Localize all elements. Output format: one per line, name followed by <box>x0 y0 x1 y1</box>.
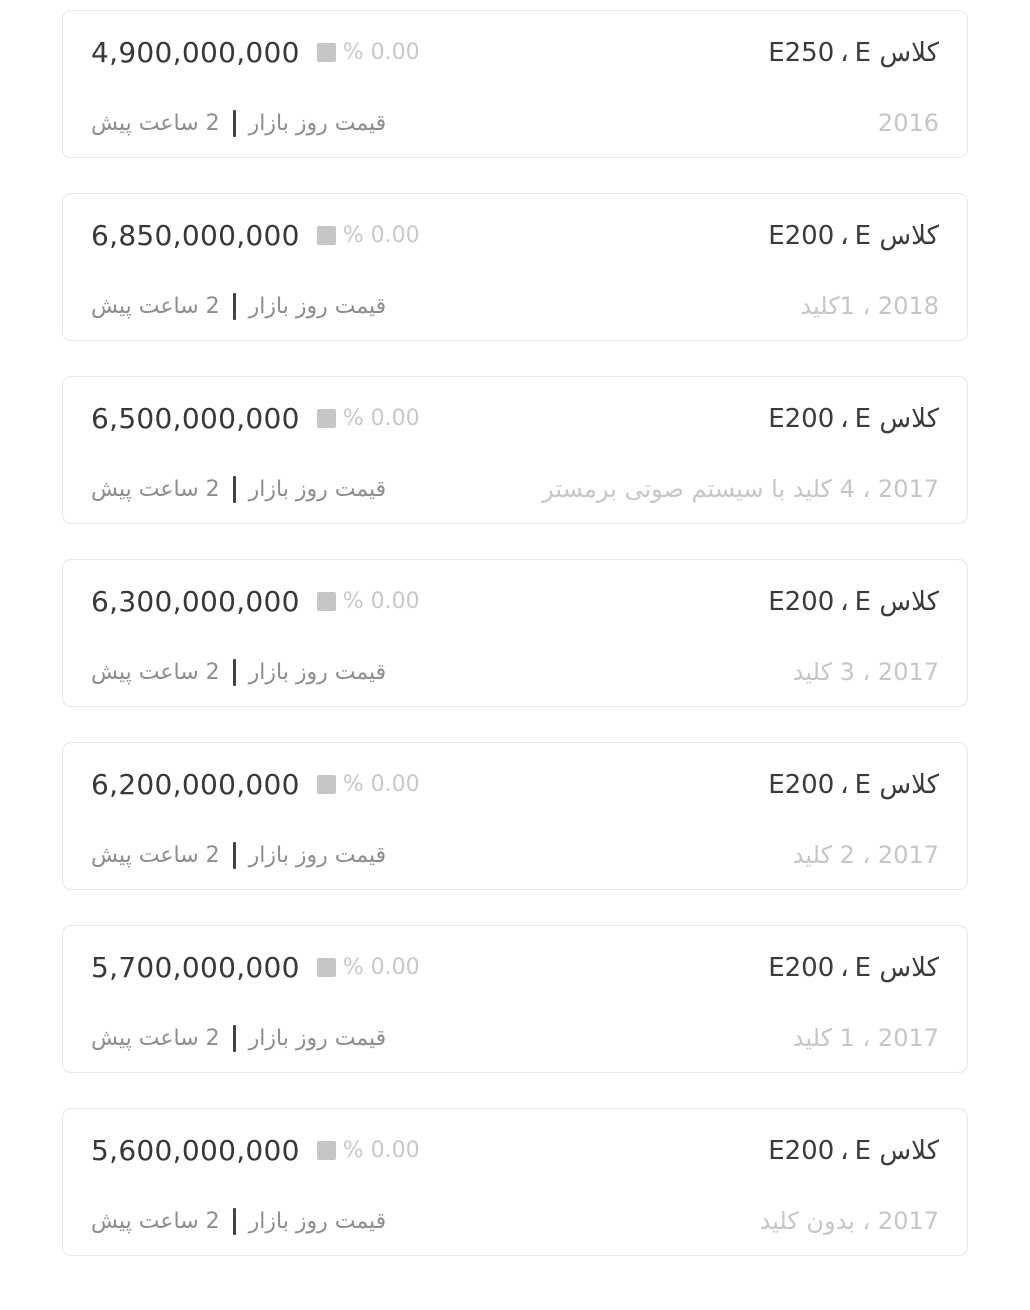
change-badge: % 0.00 <box>316 223 420 248</box>
model-name: کلاس E <box>854 37 939 68</box>
model-name: کلاس E <box>854 220 939 251</box>
time-ago-label: 2 ساعت پیش <box>91 293 220 319</box>
change-badge: % 0.00 <box>316 589 420 614</box>
change-indicator-icon <box>316 775 336 794</box>
change-badge: % 0.00 <box>316 955 420 980</box>
trim-name: E250 <box>768 37 835 68</box>
card-footer: قیمت روز بازار 2 ساعت پیش <box>91 475 387 503</box>
price-type-label: قیمت روز بازار <box>248 293 387 319</box>
model-details: 2017 ، بدون کلید <box>759 1207 939 1235</box>
footer-divider <box>232 292 236 320</box>
footer-divider <box>232 475 236 503</box>
car-model-title: کلاس E،E200 <box>768 953 939 983</box>
model-name: کلاس E <box>854 1135 939 1166</box>
model-details: 2017 ، 2 کلید <box>792 841 939 869</box>
price-card[interactable]: کلاس E،E200 5,700,000,000 % 0.00 2017 ، … <box>62 925 968 1073</box>
title-separator: ، <box>840 769 849 800</box>
trim-name: E200 <box>768 586 835 617</box>
model-details: 2017 ، 4 کلید با سیستم صوتی برمستر <box>542 475 939 503</box>
price-value: 5,600,000,000 <box>91 1134 300 1167</box>
percent-change: % 0.00 <box>342 406 420 431</box>
change-badge: % 0.00 <box>316 406 420 431</box>
card-footer: قیمت روز بازار 2 ساعت پیش <box>91 1207 387 1235</box>
time-ago-label: 2 ساعت پیش <box>91 1025 220 1051</box>
percent-change: % 0.00 <box>342 589 420 614</box>
percent-change: % 0.00 <box>342 40 420 65</box>
price-type-label: قیمت روز بازار <box>248 842 387 868</box>
price-value: 6,850,000,000 <box>91 219 300 252</box>
model-details: 2016 <box>877 109 939 137</box>
title-separator: ، <box>840 220 849 251</box>
model-name: کلاس E <box>854 769 939 800</box>
car-model-title: کلاس E،E200 <box>768 1136 939 1166</box>
price-value: 6,300,000,000 <box>91 585 300 618</box>
trim-name: E200 <box>768 1135 835 1166</box>
model-name: کلاس E <box>854 403 939 434</box>
model-details: 2017 ، 1 کلید <box>792 1024 939 1052</box>
change-indicator-icon <box>316 1141 336 1160</box>
car-model-title: کلاس E،E200 <box>768 770 939 800</box>
model-details: 2018 ، 1کلید <box>800 292 939 320</box>
footer-divider <box>232 658 236 686</box>
change-indicator-icon <box>316 43 336 62</box>
car-model-title: کلاس E،E250 <box>768 38 939 68</box>
footer-divider <box>232 109 236 137</box>
footer-divider <box>232 841 236 869</box>
footer-divider <box>232 1024 236 1052</box>
change-indicator-icon <box>316 958 336 977</box>
time-ago-label: 2 ساعت پیش <box>91 110 220 136</box>
title-separator: ، <box>840 952 849 983</box>
change-badge: % 0.00 <box>316 40 420 65</box>
price-value: 4,900,000,000 <box>91 36 300 69</box>
card-footer: قیمت روز بازار 2 ساعت پیش <box>91 109 387 137</box>
price-value: 5,700,000,000 <box>91 951 300 984</box>
price-type-label: قیمت روز بازار <box>248 659 387 685</box>
model-name: کلاس E <box>854 586 939 617</box>
model-details: 2017 ، 3 کلید <box>792 658 939 686</box>
card-footer: قیمت روز بازار 2 ساعت پیش <box>91 292 387 320</box>
title-separator: ، <box>840 37 849 68</box>
title-separator: ، <box>840 1135 849 1166</box>
percent-change: % 0.00 <box>342 772 420 797</box>
card-footer: قیمت روز بازار 2 ساعت پیش <box>91 1024 387 1052</box>
change-badge: % 0.00 <box>316 772 420 797</box>
car-model-title: کلاس E،E200 <box>768 587 939 617</box>
trim-name: E200 <box>768 952 835 983</box>
model-name: کلاس E <box>854 952 939 983</box>
change-indicator-icon <box>316 592 336 611</box>
footer-divider <box>232 1207 236 1235</box>
percent-change: % 0.00 <box>342 1138 420 1163</box>
price-card[interactable]: کلاس E،E200 6,200,000,000 % 0.00 2017 ، … <box>62 742 968 890</box>
time-ago-label: 2 ساعت پیش <box>91 1208 220 1234</box>
price-card[interactable]: کلاس E،E200 6,850,000,000 % 0.00 2018 ، … <box>62 193 968 341</box>
trim-name: E200 <box>768 769 835 800</box>
price-value: 6,200,000,000 <box>91 768 300 801</box>
time-ago-label: 2 ساعت پیش <box>91 476 220 502</box>
time-ago-label: 2 ساعت پیش <box>91 659 220 685</box>
percent-change: % 0.00 <box>342 955 420 980</box>
card-footer: قیمت روز بازار 2 ساعت پیش <box>91 841 387 869</box>
title-separator: ، <box>840 403 849 434</box>
change-indicator-icon <box>316 409 336 428</box>
price-type-label: قیمت روز بازار <box>248 1025 387 1051</box>
percent-change: % 0.00 <box>342 223 420 248</box>
trim-name: E200 <box>768 220 835 251</box>
card-footer: قیمت روز بازار 2 ساعت پیش <box>91 658 387 686</box>
price-type-label: قیمت روز بازار <box>248 110 387 136</box>
trim-name: E200 <box>768 403 835 434</box>
time-ago-label: 2 ساعت پیش <box>91 842 220 868</box>
price-type-label: قیمت روز بازار <box>248 1208 387 1234</box>
title-separator: ، <box>840 586 849 617</box>
price-card[interactable]: کلاس E،E250 4,900,000,000 % 0.00 2016 قی… <box>62 10 968 158</box>
car-model-title: کلاس E،E200 <box>768 404 939 434</box>
price-card[interactable]: کلاس E،E200 5,600,000,000 % 0.00 2017 ، … <box>62 1108 968 1256</box>
price-card[interactable]: کلاس E،E200 6,300,000,000 % 0.00 2017 ، … <box>62 559 968 707</box>
change-indicator-icon <box>316 226 336 245</box>
price-card[interactable]: کلاس E،E200 6,500,000,000 % 0.00 2017 ، … <box>62 376 968 524</box>
car-model-title: کلاس E،E200 <box>768 221 939 251</box>
price-value: 6,500,000,000 <box>91 402 300 435</box>
change-badge: % 0.00 <box>316 1138 420 1163</box>
price-type-label: قیمت روز بازار <box>248 476 387 502</box>
